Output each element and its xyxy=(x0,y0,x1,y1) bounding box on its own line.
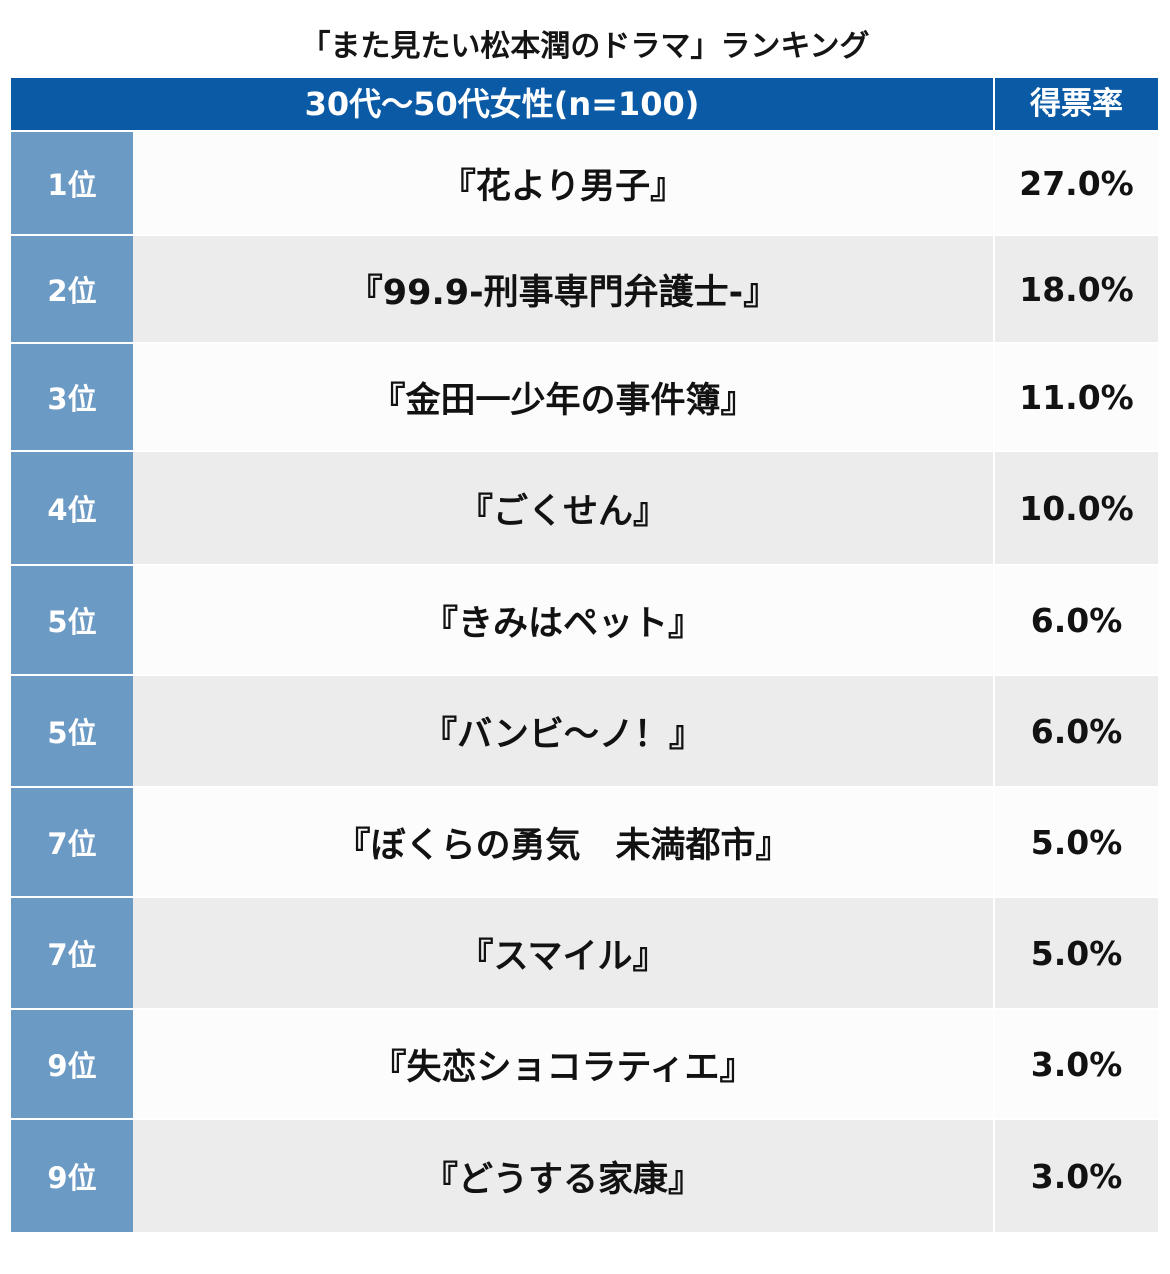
table-row: 5位 『きみはペット』 6.0% xyxy=(11,566,1158,676)
rank-cell: 3位 xyxy=(11,344,133,450)
table-row: 2位 『99.9-刑事専門弁護士-』 18.0% xyxy=(11,236,1158,344)
rank-cell: 9位 xyxy=(11,1010,133,1118)
table-row: 5位 『バンビ〜ノ！』 6.0% xyxy=(11,676,1158,788)
header-group-label: 30代〜50代女性(n=100) xyxy=(11,78,995,130)
drama-title-cell: 『花より男子』 xyxy=(133,132,995,234)
rank-cell: 4位 xyxy=(11,452,133,564)
drama-title-cell: 『ごくせん』 xyxy=(133,452,995,564)
rate-cell: 11.0% xyxy=(995,344,1158,450)
table-header: 30代〜50代女性(n=100) 得票率 xyxy=(11,78,1158,132)
ranking-table: 30代〜50代女性(n=100) 得票率 1位 『花より男子』 27.0% 2位… xyxy=(11,78,1158,1234)
rate-cell: 10.0% xyxy=(995,452,1158,564)
rate-cell: 27.0% xyxy=(995,132,1158,234)
drama-title-cell: 『スマイル』 xyxy=(133,898,995,1008)
table-row: 4位 『ごくせん』 10.0% xyxy=(11,452,1158,566)
table-row: 9位 『どうする家康』 3.0% xyxy=(11,1120,1158,1234)
drama-title-cell: 『バンビ〜ノ！』 xyxy=(133,676,995,786)
table-row: 7位 『スマイル』 5.0% xyxy=(11,898,1158,1010)
table-row: 7位 『ぼくらの勇気 未満都市』 5.0% xyxy=(11,788,1158,898)
drama-title-cell: 『金田一少年の事件簿』 xyxy=(133,344,995,450)
rank-cell: 5位 xyxy=(11,566,133,674)
rate-cell: 3.0% xyxy=(995,1120,1158,1232)
rank-cell: 7位 xyxy=(11,788,133,896)
rank-cell: 2位 xyxy=(11,236,133,342)
drama-title-cell: 『きみはペット』 xyxy=(133,566,995,674)
rate-cell: 5.0% xyxy=(995,788,1158,896)
header-rate-label: 得票率 xyxy=(1030,86,1123,122)
rate-cell: 5.0% xyxy=(995,898,1158,1008)
table-row: 1位 『花より男子』 27.0% xyxy=(11,132,1158,236)
rate-cell: 6.0% xyxy=(995,676,1158,786)
rate-cell: 3.0% xyxy=(995,1010,1158,1118)
rank-cell: 5位 xyxy=(11,676,133,786)
drama-title-cell: 『99.9-刑事専門弁護士-』 xyxy=(133,236,995,342)
drama-title-cell: 『ぼくらの勇気 未満都市』 xyxy=(133,788,995,896)
rank-cell: 9位 xyxy=(11,1120,133,1232)
table-row: 9位 『失恋ショコラティエ』 3.0% xyxy=(11,1010,1158,1120)
drama-title-cell: 『どうする家康』 xyxy=(133,1120,995,1232)
rate-cell: 18.0% xyxy=(995,236,1158,342)
rank-cell: 7位 xyxy=(11,898,133,1008)
rate-cell: 6.0% xyxy=(995,566,1158,674)
rank-cell: 1位 xyxy=(11,132,133,234)
page-title: 「また見たい松本潤のドラマ」ランキング xyxy=(300,29,870,64)
table-row: 3位 『金田一少年の事件簿』 11.0% xyxy=(11,344,1158,452)
drama-title-cell: 『失恋ショコラティエ』 xyxy=(133,1010,995,1118)
